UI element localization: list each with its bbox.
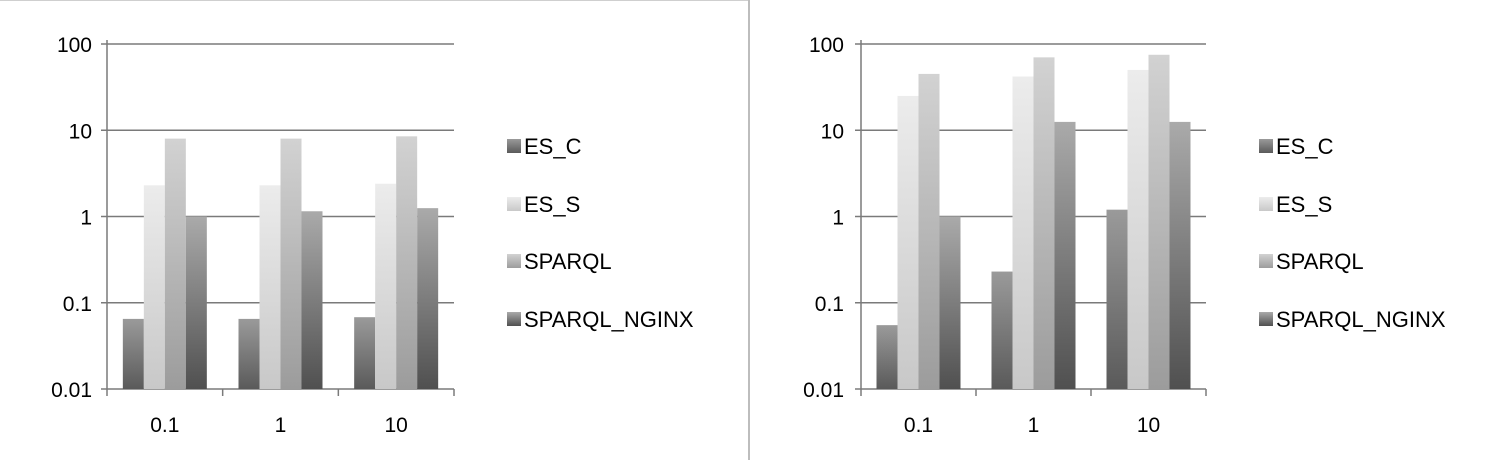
bar-sparql-nginx	[1169, 121, 1191, 389]
legend-swatch	[507, 139, 521, 153]
y-tick-label: 1	[832, 207, 844, 230]
y-tick-label: 1	[80, 207, 92, 230]
bar-es-s	[1012, 76, 1034, 389]
chart-left: 0.01 0.1 1 10 100 0.1 1 10 ES_C ES_S SPARQL SPARQL_…	[51, 34, 694, 437]
legend-label: SPARQL_NGINX	[524, 307, 694, 332]
y-tick-label: 0.01	[51, 379, 92, 402]
legend-swatch	[507, 312, 521, 326]
y-tick-label: 0.1	[63, 293, 92, 316]
bar-sparql-nginx	[1054, 121, 1076, 389]
bar-sparql	[280, 138, 302, 389]
bar-es-c	[876, 325, 898, 389]
legend-label: SPARQL_NGINX	[1276, 307, 1446, 332]
top-border	[0, 0, 748, 1]
x-tick-label: 0.1	[150, 414, 179, 437]
bar-sparql	[164, 138, 186, 389]
x-tick-label: 10	[384, 414, 407, 437]
bar-es-c	[1106, 209, 1128, 389]
legend-swatch	[1259, 197, 1273, 211]
y-tick-label: 10	[821, 120, 844, 143]
y-tick-label: 100	[809, 34, 844, 57]
bar-sparql	[918, 73, 940, 389]
legend-swatch	[1259, 312, 1273, 326]
legend-label: ES_C	[524, 134, 582, 159]
x-tick-label: 1	[275, 414, 287, 437]
legend-swatch	[1259, 139, 1273, 153]
x-tick-label: 0.1	[904, 414, 933, 437]
bar-sparql-nginx	[185, 216, 207, 389]
bar-sparql	[396, 136, 418, 389]
y-tick-label: 10	[69, 120, 92, 143]
panel-divider	[748, 0, 750, 460]
x-tick-label: 10	[1137, 414, 1160, 437]
bar-es-c	[354, 317, 376, 389]
chart-right: 0.01 0.1 1 10 100 0.1 1 10 ES_C ES_S SPARQL SPARQL_…	[803, 34, 1446, 437]
legend-swatch	[507, 254, 521, 268]
legend-label: ES_C	[1276, 134, 1334, 159]
bar-es-s	[259, 185, 281, 389]
bar-es-s	[143, 185, 165, 389]
bar-es-s	[1127, 69, 1149, 389]
bar-es-c	[991, 271, 1013, 389]
y-tick-label: 100	[57, 34, 92, 57]
legend-swatch	[1259, 254, 1273, 268]
y-tick-label: 0.1	[815, 293, 844, 316]
bar-sparql-nginx	[417, 208, 439, 389]
bar-es-c	[122, 318, 144, 389]
bar-sparql	[1148, 54, 1170, 389]
chart-panel-left: 0.01 0.1 1 10 100 0.1 1 10 ES_C ES_S SPARQL SPARQL_…	[0, 0, 748, 460]
legend-label: SPARQL	[524, 249, 612, 274]
bar-sparql	[1033, 57, 1055, 390]
bar-es-s	[897, 95, 919, 389]
legend-label: SPARQL	[1276, 249, 1364, 274]
bar-es-s	[375, 183, 397, 389]
legend-label: ES_S	[524, 192, 580, 217]
bar-sparql-nginx	[301, 211, 323, 389]
chart-panel-right: 0.01 0.1 1 10 100 0.1 1 10 ES_C ES_S SPARQL SPARQL_…	[752, 0, 1500, 460]
legend-swatch	[507, 197, 521, 211]
bar-sparql-nginx	[939, 216, 961, 389]
legend-label: ES_S	[1276, 192, 1332, 217]
y-tick-label: 0.01	[803, 379, 844, 402]
x-tick-label: 1	[1028, 414, 1040, 437]
bar-es-c	[238, 318, 260, 389]
